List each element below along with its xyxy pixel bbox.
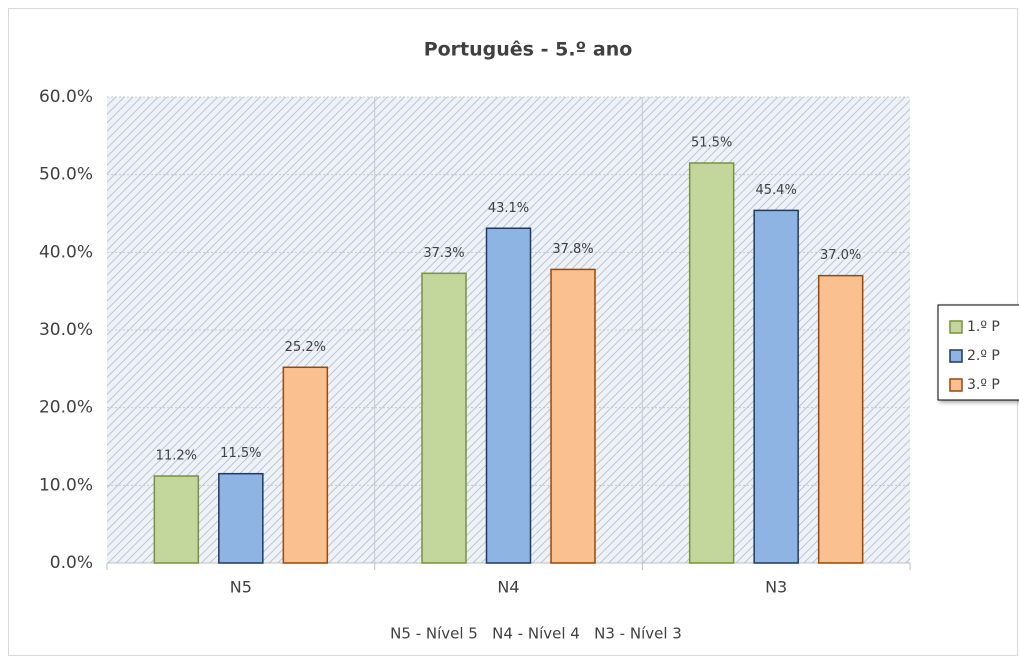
y-tick-label: 50.0% <box>39 165 93 185</box>
x-tick-label: N3 <box>765 578 787 597</box>
value-label: 25.2% <box>285 340 326 355</box>
value-label: 37.3% <box>423 246 464 261</box>
bar <box>282 366 329 564</box>
value-label: 51.5% <box>691 136 732 151</box>
y-tick-label: 40.0% <box>39 242 93 262</box>
bar <box>817 274 864 564</box>
legend-label: 1.º P <box>967 319 1000 335</box>
footnote: N5 - Nível 5 N4 - Nível 4 N3 - Nível 3 <box>390 625 682 643</box>
value-label: 37.0% <box>820 248 861 263</box>
bar <box>153 475 200 564</box>
value-label: 11.5% <box>220 446 261 461</box>
bar <box>753 209 799 564</box>
y-tick-label: 20.0% <box>39 398 93 418</box>
y-tick-label: 0.0% <box>50 553 93 573</box>
bar <box>688 162 735 564</box>
bar <box>421 272 467 564</box>
y-tick-label: 10.0% <box>39 475 93 495</box>
value-label: 45.4% <box>756 183 797 198</box>
bar <box>550 268 596 564</box>
value-label: 43.1% <box>488 201 529 216</box>
legend-label: 3.º P <box>967 377 1000 393</box>
x-tick-label: N5 <box>230 578 252 597</box>
y-tick-label: 30.0% <box>39 320 93 340</box>
value-label: 11.2% <box>156 449 197 464</box>
legend-swatch <box>949 320 963 334</box>
bar <box>218 472 264 564</box>
value-label: 37.8% <box>552 242 593 257</box>
legend-swatch <box>949 378 963 392</box>
legend-swatch <box>949 349 963 363</box>
x-tick-label: N4 <box>497 578 519 597</box>
legend-label: 2.º P <box>967 348 1000 364</box>
bar <box>485 227 532 564</box>
chart-title: Português - 5.º ano <box>424 39 633 61</box>
y-tick-label: 60.0% <box>39 87 93 107</box>
